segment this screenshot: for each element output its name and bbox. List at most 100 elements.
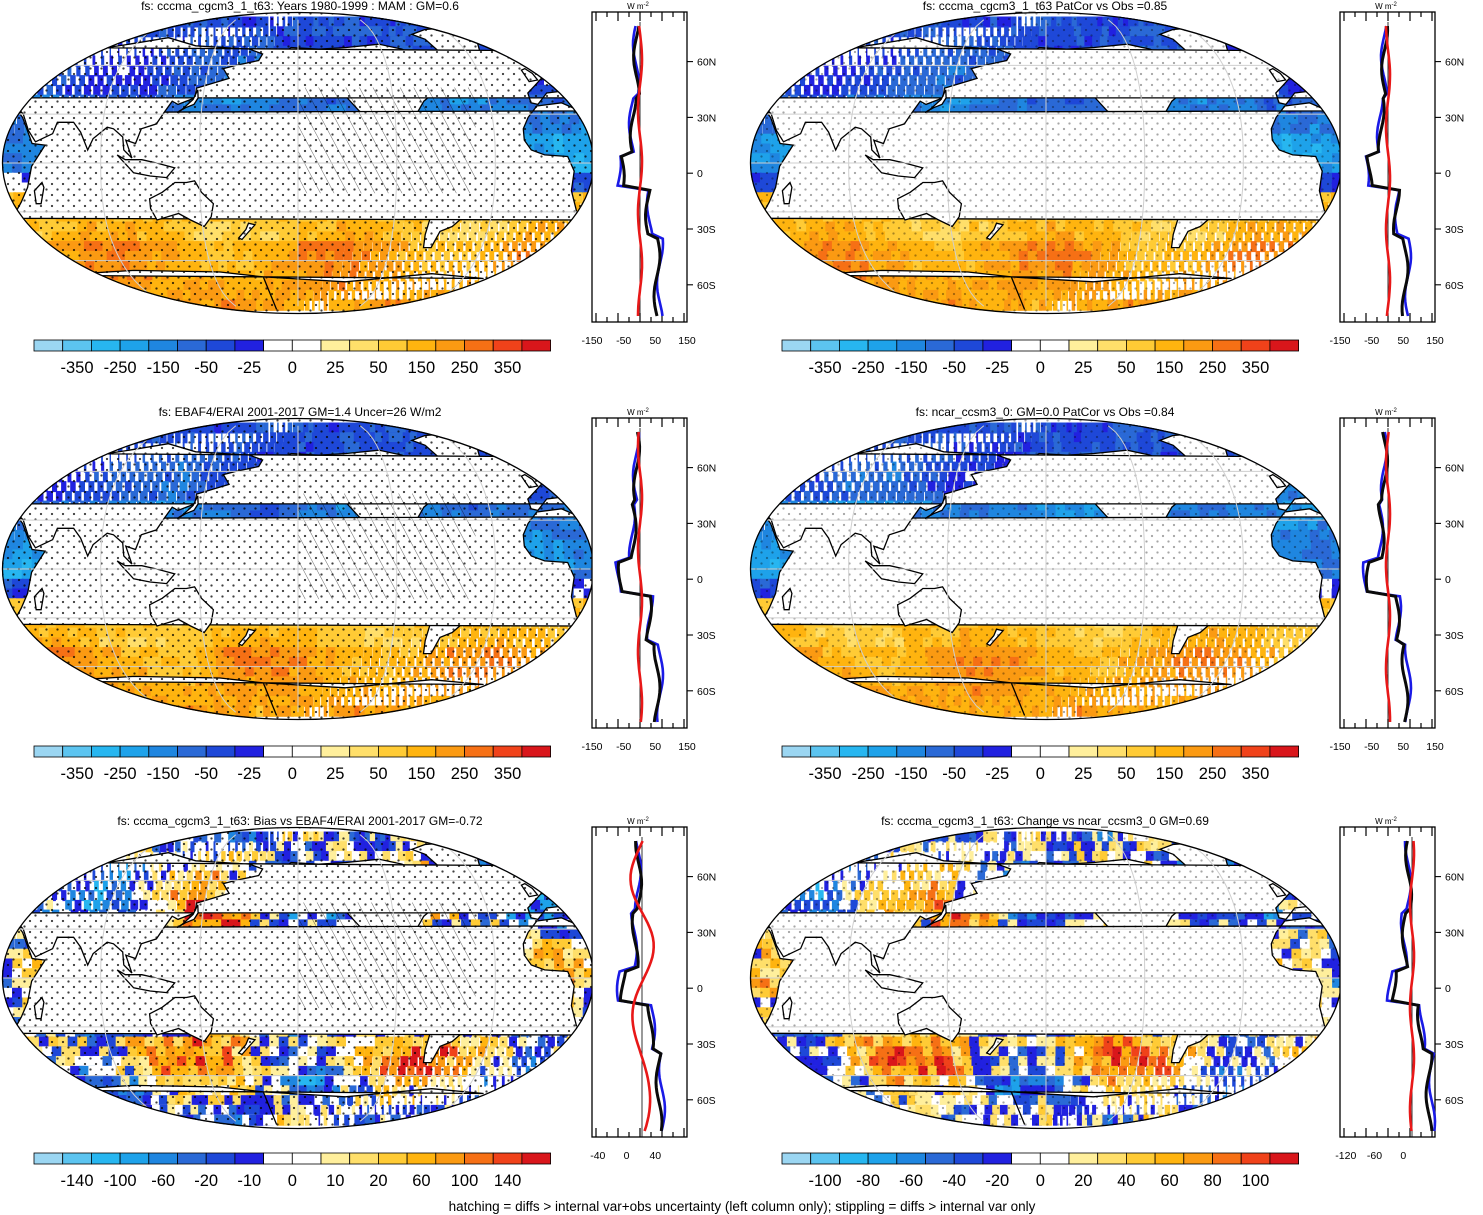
colorbar-label: 25	[1074, 765, 1092, 783]
colorbar-label: -25	[985, 359, 1009, 377]
colorbar-label: 150	[408, 359, 436, 377]
profile-lat-label: 60S	[697, 686, 716, 698]
colorbar-label: 20	[1074, 1172, 1092, 1190]
colorbar-label: -25	[237, 765, 261, 783]
colorbar-swatch	[1269, 1152, 1300, 1165]
map-field-d	[750, 418, 1342, 720]
colorbar-label: -150	[895, 765, 928, 783]
colorbar-swatch	[1011, 745, 1041, 758]
graticule	[2, 19, 594, 307]
colorbar-swatch	[464, 1152, 494, 1165]
colorbar-swatch	[1269, 339, 1300, 352]
colorbar-label: 140	[494, 1172, 522, 1190]
profile-unit: W m-2	[627, 817, 649, 826]
profile-x-label: 50	[1397, 335, 1409, 347]
colorbar-swatch	[119, 339, 150, 352]
colorbar-swatch	[896, 1152, 926, 1165]
profile-lat-label: 60S	[697, 1095, 716, 1107]
colorbar-label: -150	[895, 359, 928, 377]
colorbar-label: -25	[985, 765, 1009, 783]
colorbar-swatch	[1097, 1152, 1127, 1165]
profile-lat-label: 30S	[697, 224, 716, 236]
colorbar-label: -350	[808, 359, 841, 377]
profile-x-label: 50	[1397, 741, 1409, 753]
colorbar-label: 150	[1156, 765, 1184, 783]
colorbar-swatch	[521, 745, 552, 758]
colorbar-swatch	[1068, 339, 1099, 352]
colorbar-swatch	[320, 339, 351, 352]
profile-unit: W m-2	[1375, 817, 1397, 826]
profile-lat-label: 30N	[697, 112, 716, 124]
colorbar-swatch	[91, 1152, 121, 1165]
colorbar-label: 100	[451, 1172, 479, 1190]
profile-lat-label: 60S	[1445, 280, 1464, 292]
colorbar-swatch	[1068, 1152, 1099, 1165]
colorbar-swatch	[1183, 745, 1213, 758]
colorbar-label: 50	[1117, 765, 1135, 783]
graticule	[750, 19, 1342, 307]
colorbar-label: -80	[856, 1172, 880, 1190]
profile-lat-label: 0	[697, 168, 703, 180]
profile-x-label: -50	[1364, 335, 1379, 347]
colorbar-swatch	[925, 745, 955, 758]
colorbar-label: 0	[1036, 359, 1045, 377]
colorbar-swatch	[1183, 1152, 1213, 1165]
profile-lat-label: 60N	[697, 872, 716, 884]
zonal-profile-e: W m-2 60N 30N 0 30S 60S -40 0 40	[590, 817, 716, 1162]
colorbar-label: 250	[451, 765, 479, 783]
profile-obs-line	[618, 840, 664, 1132]
colorbar-swatch	[377, 745, 408, 758]
profile-bias-line	[636, 25, 644, 317]
colorbar-swatch	[291, 1152, 322, 1165]
profile-lat-label: 60N	[1445, 463, 1464, 475]
colorbar-label: 250	[1199, 359, 1227, 377]
profile-lat-label: 30S	[1445, 1039, 1464, 1051]
footer-note: hatching = diffs > internal var+obs unce…	[449, 1199, 1036, 1214]
colorbar-swatch	[1154, 745, 1185, 758]
colorbar-label: 50	[369, 765, 387, 783]
colorbar-label: -250	[104, 359, 137, 377]
colorbar-swatch	[1011, 1152, 1041, 1165]
zonal-profile-b: W m-2 60N 30N 0 30S 60S -150 -50 50 150	[1329, 2, 1464, 347]
zonal-profile-f: W m-2 60N 30N 0 30S 60S -120 -60 0	[1335, 817, 1464, 1162]
profile-obs-line	[1365, 25, 1410, 317]
profile-lat-label: 30S	[1445, 224, 1464, 236]
profile-bias-line	[1384, 431, 1392, 722]
colorbar-swatch	[119, 1152, 150, 1165]
colorbar-swatch	[781, 339, 812, 352]
colorbar-swatch	[896, 745, 926, 758]
profile-unit: W m-2	[627, 408, 649, 417]
colorbar-swatch	[867, 745, 898, 758]
colorbar-swatch	[1126, 745, 1156, 758]
colorbar-label: -50	[942, 359, 966, 377]
colorbar-swatch	[492, 339, 523, 352]
colorbar-label: 80	[1203, 1172, 1221, 1190]
profile-lat-label: 60N	[697, 463, 716, 475]
profile-unit: W m-2	[1375, 2, 1397, 11]
colorbar-swatch	[1183, 339, 1213, 352]
colorbar-label: -150	[147, 765, 180, 783]
colorbar-swatch	[1039, 339, 1070, 352]
panel-title: fs: ncar_ccsm3_0: GM=0.0 PatCor vs Obs =…	[916, 405, 1175, 419]
colorbar-swatch	[1126, 339, 1156, 352]
profile-lat-label: 0	[1445, 574, 1451, 586]
graticule	[750, 834, 1342, 1122]
colorbar-label: -100	[104, 1172, 137, 1190]
colorbar-label: -50	[194, 359, 218, 377]
colorbar-swatch	[177, 745, 207, 758]
profile-x-label: -50	[616, 335, 631, 347]
colorbar-label: -250	[852, 765, 885, 783]
colorbar-swatch	[406, 745, 437, 758]
colorbar-a: -350 -250 -150 -50 -25 0 25 50 150 250 350	[33, 339, 552, 377]
colorbar-swatch	[1068, 745, 1099, 758]
colorbar-label: 350	[1242, 765, 1270, 783]
colorbar-swatch	[810, 1152, 840, 1165]
profile-lat-label: 60S	[1445, 1095, 1464, 1107]
colorbar-label: 50	[369, 359, 387, 377]
profile-lat-label: 0	[1445, 168, 1451, 180]
colorbar-swatch	[148, 339, 178, 352]
profile-x-label: -60	[1367, 1150, 1382, 1162]
colorbar-swatch	[291, 745, 322, 758]
colorbar-swatch	[1097, 745, 1127, 758]
